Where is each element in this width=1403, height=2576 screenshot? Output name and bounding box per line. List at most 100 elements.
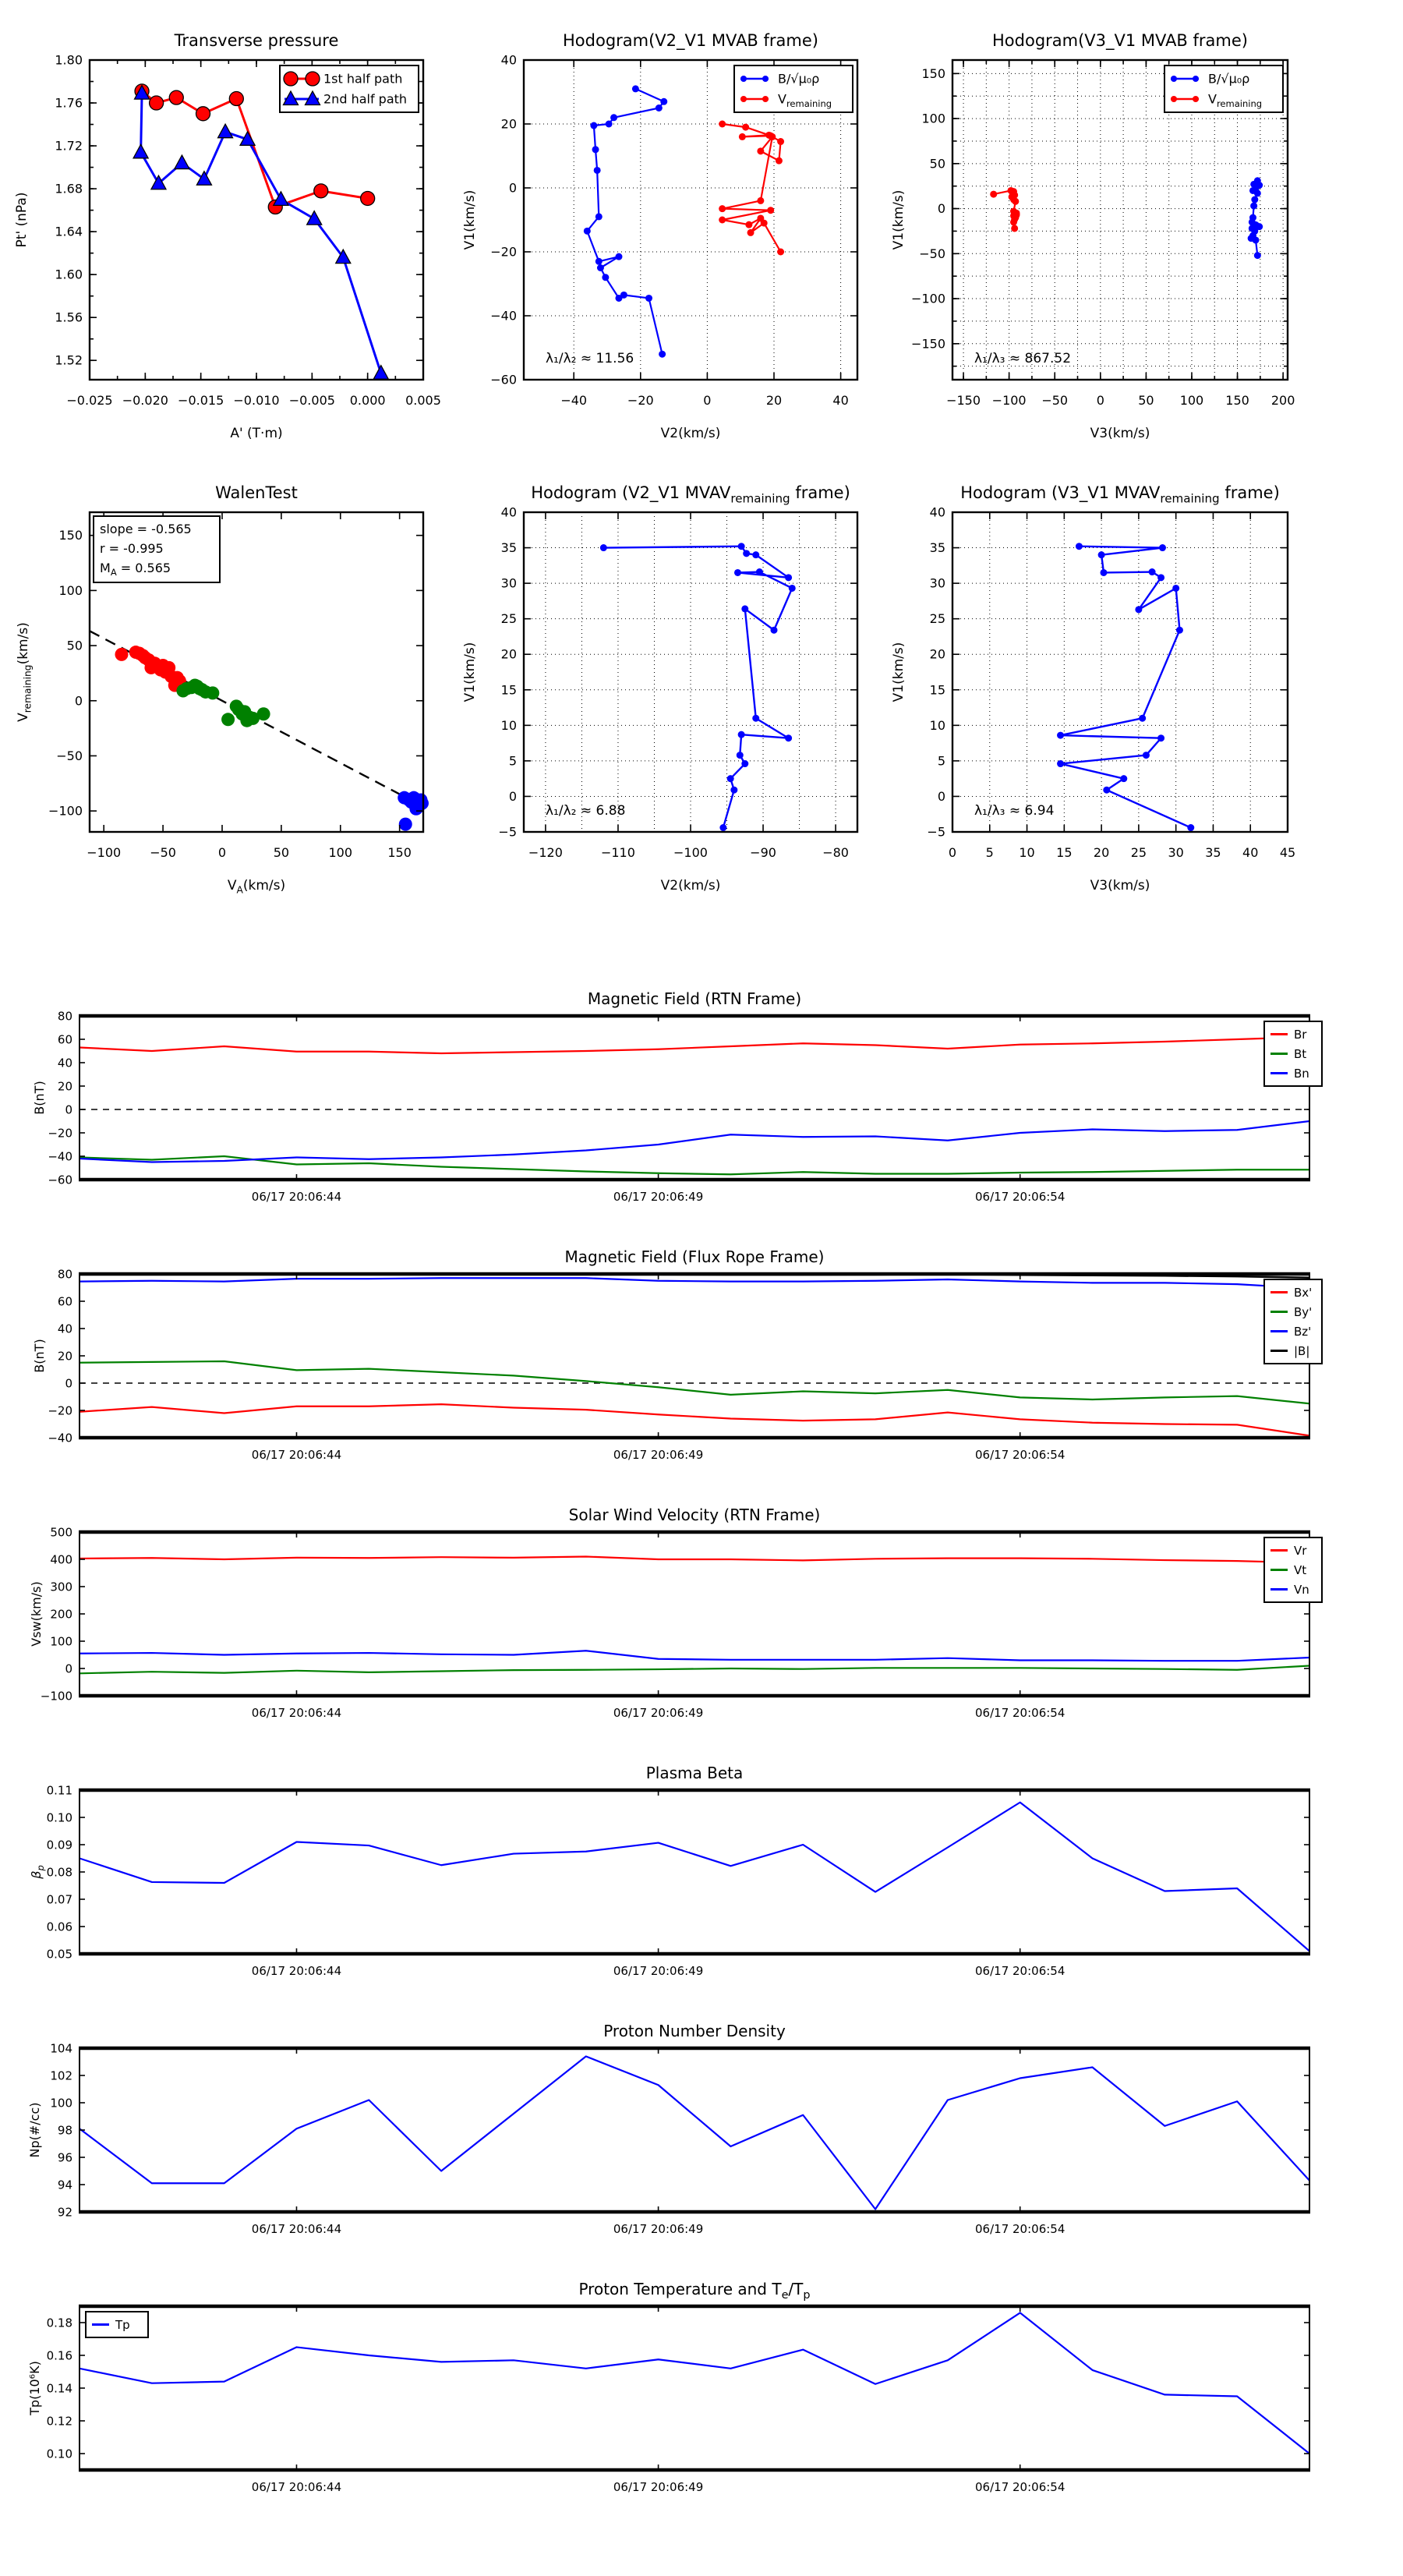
data-point — [305, 71, 320, 87]
y-tick-label: −20 — [48, 1404, 72, 1418]
y-tick-label: 80 — [58, 1268, 72, 1282]
x-tick-label: −120 — [528, 845, 563, 860]
x-tick-label: −80 — [822, 845, 849, 860]
series-By' — [79, 1360, 1310, 1405]
legend-label: 2nd half path — [323, 92, 407, 107]
series-Np — [79, 2055, 1310, 2210]
data-point — [196, 170, 213, 186]
data-point — [239, 130, 256, 146]
y-tick-label: −40 — [48, 1150, 72, 1164]
x-tick-label: 150 — [387, 845, 412, 860]
data-point — [306, 210, 323, 225]
axes-frame — [79, 2305, 1310, 2471]
data-point — [719, 824, 727, 832]
legend: B/√μ₀ρ Vremaining​ — [733, 65, 853, 113]
annotation: λ₁/λ₂ ≈ 6.88 — [546, 803, 625, 819]
legend: Br Bt Bn — [1263, 1021, 1323, 1087]
data-point — [775, 157, 783, 165]
y-tick-label: 80 — [58, 1010, 72, 1024]
data-point — [769, 133, 776, 140]
annotation: λ₁/λ₃ ≈ 6.94 — [974, 803, 1054, 819]
x-tick-label: 06/17 20:06:44 — [252, 1964, 341, 1978]
data-point — [743, 550, 751, 557]
x-axis-label: V2(km/s) — [661, 426, 721, 441]
series-Bt — [79, 1155, 1309, 1176]
y-tick-label: −60 — [490, 373, 517, 387]
x-axis-label: V2(km/s) — [661, 878, 721, 893]
x-tick-label: 06/17 20:06:44 — [252, 1706, 341, 1720]
x-tick-label: 20 — [766, 393, 782, 408]
x-tick-label: −0.020 — [122, 393, 168, 408]
series-Bn — [79, 1120, 1310, 1163]
x-tick-label: 0.005 — [405, 393, 441, 408]
data-point — [747, 228, 755, 236]
x-tick-label: 06/17 20:06:54 — [975, 1448, 1065, 1462]
y-tick-label: 0 — [65, 1103, 72, 1117]
x-tick-label: 06/17 20:06:49 — [613, 1448, 703, 1462]
data-point — [659, 350, 666, 358]
y-tick-label: 60 — [58, 1295, 72, 1309]
x-tick-label: 0 — [1097, 393, 1104, 408]
data-point — [133, 143, 150, 159]
x-tick-label: −110 — [601, 845, 635, 860]
plot-title: Magnetic Field (Flux Rope Frame) — [565, 1247, 825, 1266]
x-tick-label: −100 — [87, 845, 121, 860]
data-point — [660, 97, 668, 105]
data-point — [602, 274, 610, 281]
data-point — [785, 574, 793, 582]
data-point — [757, 147, 765, 155]
y-tick-label: 1.68 — [55, 182, 83, 196]
x-tick-label: −50 — [150, 845, 176, 860]
x-tick-label: 0 — [949, 845, 956, 860]
plot-title: Plasma Beta — [646, 1764, 744, 1782]
y-tick-label: 50 — [930, 156, 945, 171]
data-point — [733, 568, 741, 576]
series-points-end-interval — [398, 791, 429, 831]
data-point — [415, 796, 429, 810]
data-point — [1175, 626, 1183, 634]
plot-hodogram-v3v1-mvav: 0 5 10 15 20 25 30 35 40 45 40 35 30 25 20 15 10 5 0 −5 Hodo… — [891, 483, 1295, 893]
y-tick-label: 100 — [50, 1635, 72, 1649]
data-point — [599, 544, 607, 552]
x-tick-label: 0.000 — [350, 393, 386, 408]
info-box-line: r = -0.995 — [100, 541, 164, 556]
series-points-V-remaining — [990, 186, 1020, 232]
y-tick-label: 40 — [501, 53, 517, 68]
data-point — [1256, 223, 1263, 231]
plot-title: Hodogram(V3_V1 MVAB frame) — [992, 31, 1248, 51]
legend-label: B/√μ₀ρ — [778, 72, 819, 87]
data-point — [373, 364, 390, 380]
series-V-remaining-hodogram — [1059, 545, 1192, 829]
plot-hodogram-v3v1-mvab: −150 −100 −50 0 50 100 150 200150100500−50−100−… — [891, 31, 1295, 441]
y-tick-label: 200 — [50, 1608, 72, 1622]
axes-frame — [79, 1789, 1310, 1955]
data-point — [148, 95, 164, 111]
plot-hodogram-v2v1-mvav: −120 −110 −100 −90 −80 40 35 30 25 20 15 10 5 0 −5 Hodo… — [462, 483, 859, 893]
data-point — [256, 707, 270, 721]
data-point — [645, 294, 652, 302]
y-tick-label: 96 — [58, 2151, 72, 2165]
legend-label: Bz' — [1294, 1325, 1311, 1339]
axes-frame — [951, 58, 1289, 381]
x-tick-label: 40 — [1242, 845, 1258, 860]
y-tick-label: 20 — [501, 647, 517, 662]
info-box-line: slope = -0.565 — [100, 522, 192, 536]
y-tick-label: 1.52 — [55, 353, 83, 368]
y-tick-label: 40 — [58, 1322, 72, 1336]
plot-title: Proton Number Density — [603, 2022, 786, 2040]
x-tick-label: 06/17 20:06:54 — [975, 2480, 1065, 2494]
x-tick-label: −100 — [992, 393, 1027, 408]
x-tick-label: 5 — [986, 845, 994, 860]
x-tick-label: 30 — [1168, 845, 1183, 860]
series-B-over-sqrt-mu0rho — [586, 87, 665, 355]
y-tick-label: 20 — [930, 647, 945, 662]
data-point — [726, 775, 734, 783]
x-tick-label: −20 — [627, 393, 654, 408]
data-point — [631, 85, 639, 93]
y-tick-label: −150 — [911, 336, 945, 351]
x-tick-label: 15 — [1056, 845, 1072, 860]
data-point — [217, 122, 234, 139]
data-point — [1142, 752, 1150, 759]
legend-label: Br — [1294, 1028, 1307, 1042]
series-Vt — [79, 1665, 1310, 1675]
